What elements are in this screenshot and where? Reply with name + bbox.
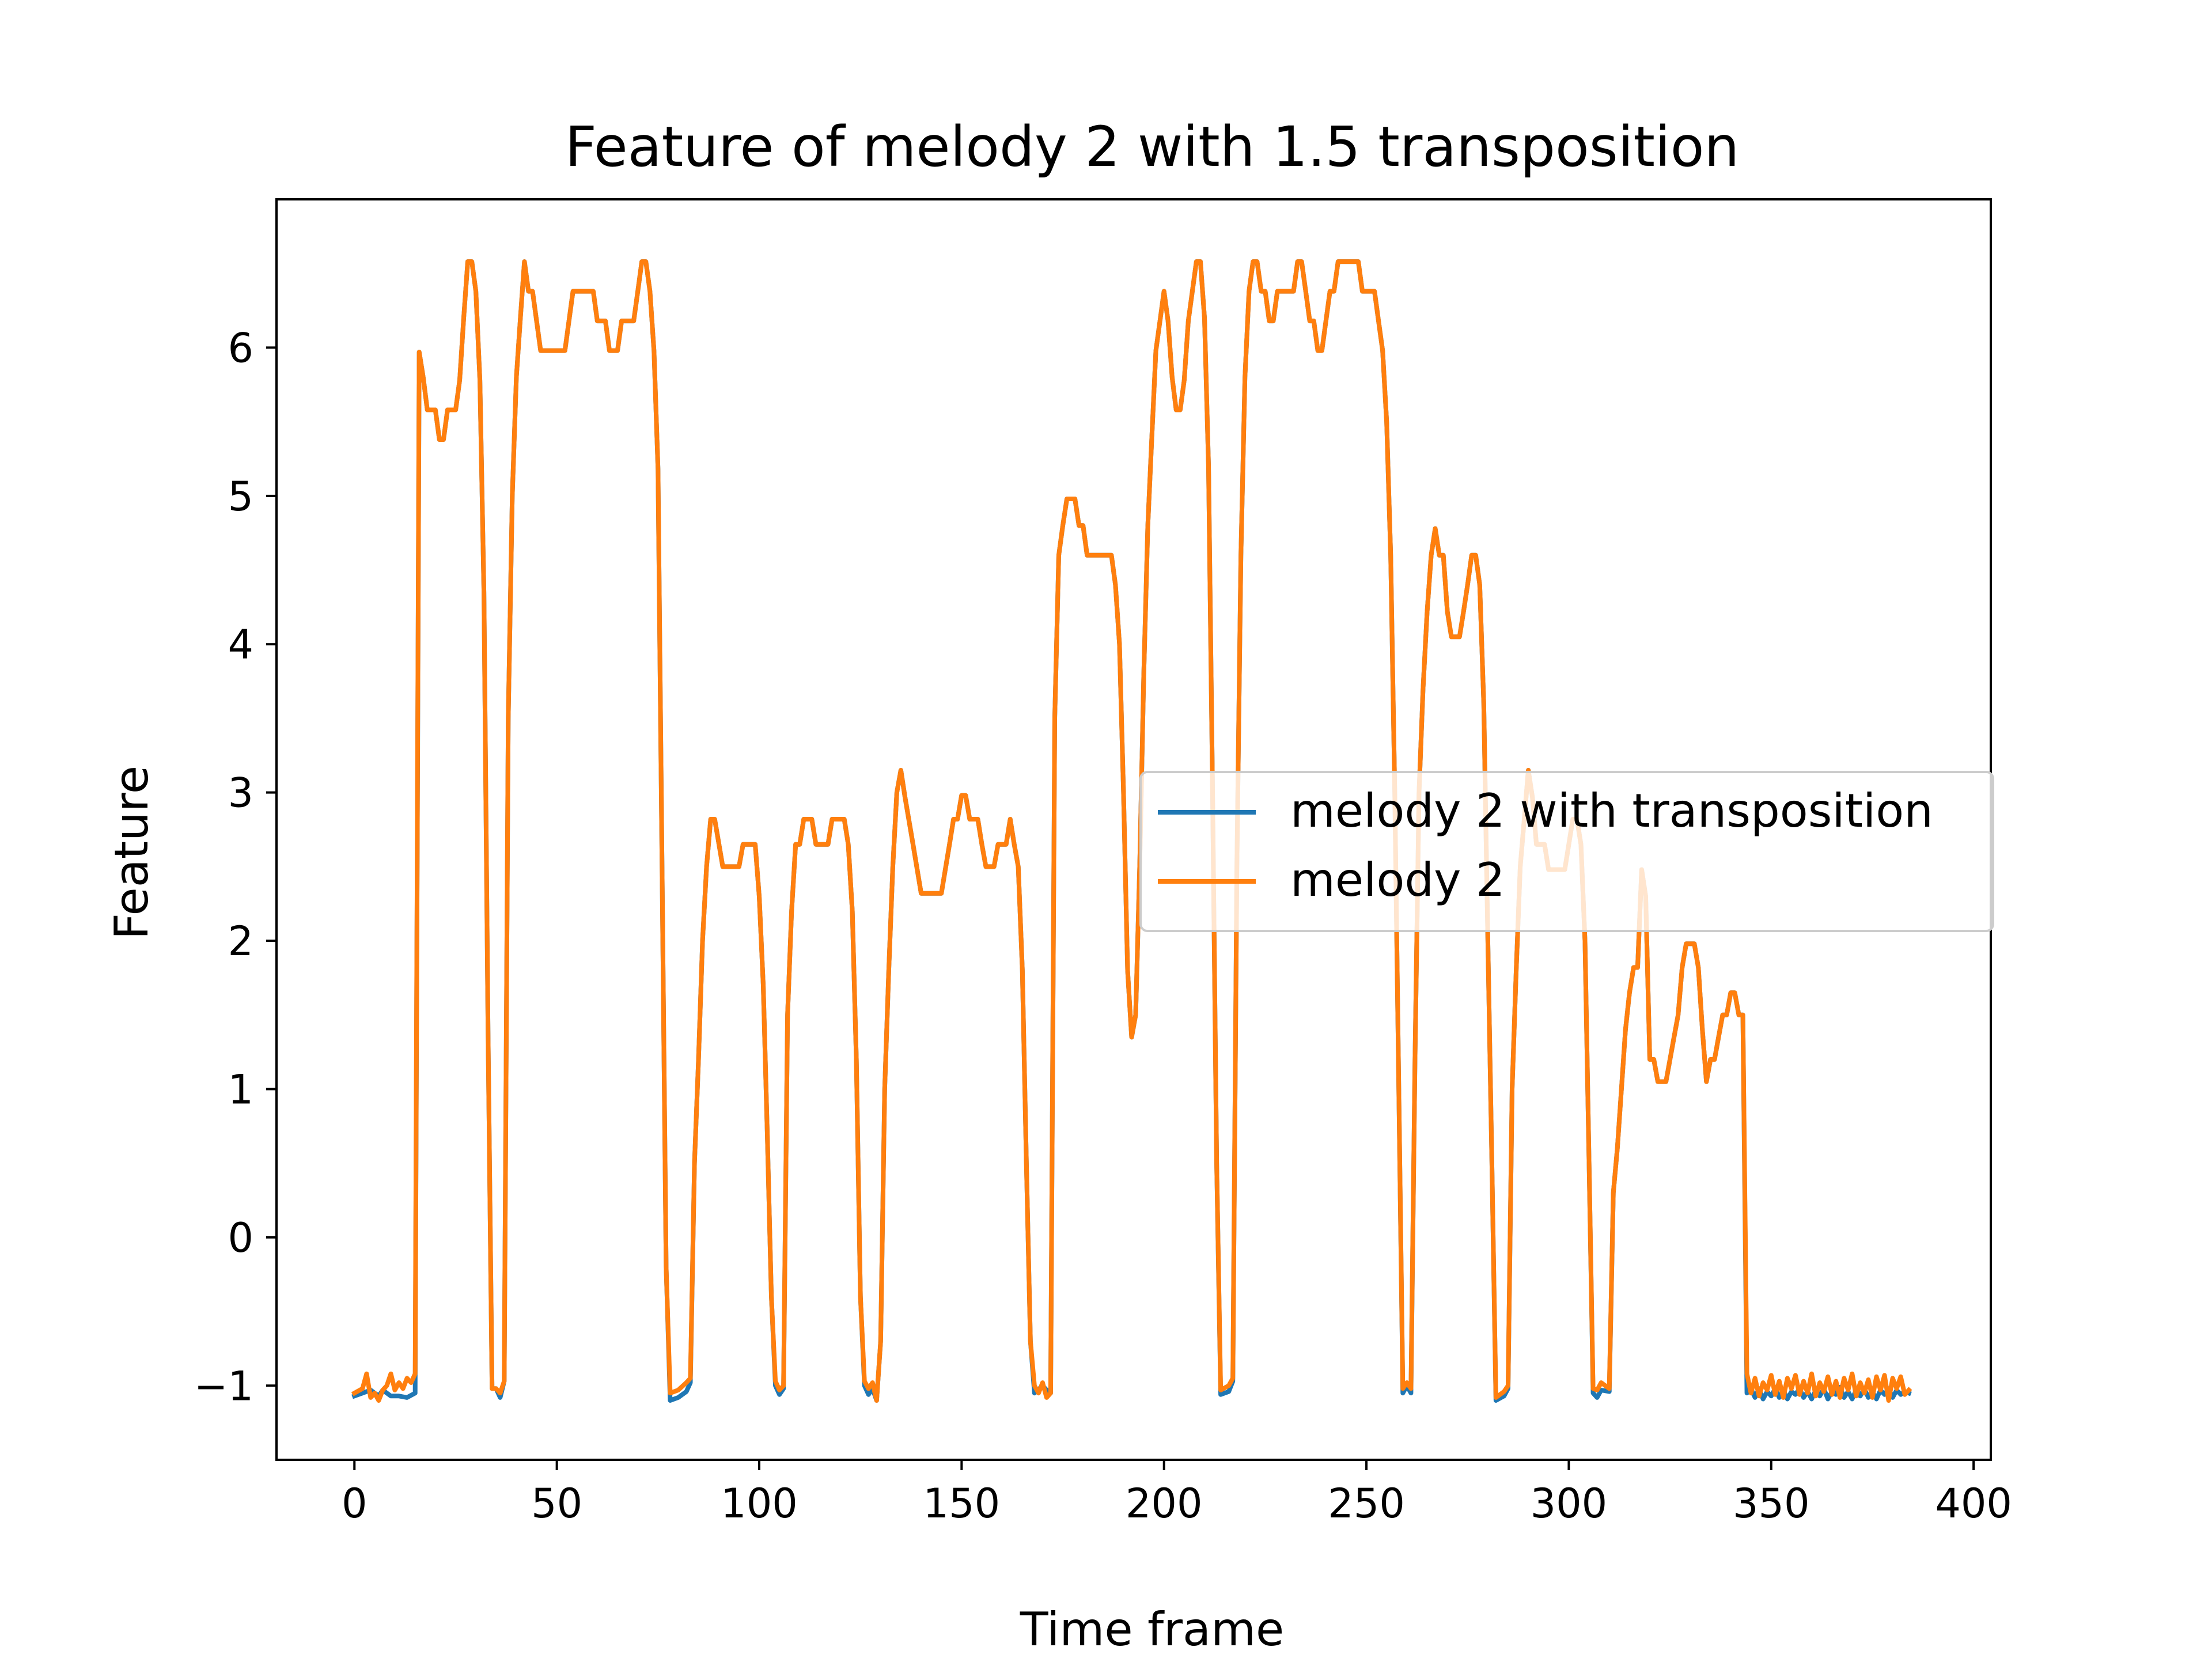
y-tick-label: −1 — [194, 1362, 253, 1410]
x-tick-label: 0 — [342, 1480, 368, 1527]
y-tick-label: 6 — [228, 324, 253, 372]
legend-box — [1139, 771, 1994, 932]
x-tick-label: 250 — [1328, 1480, 1405, 1527]
y-tick-label: 5 — [228, 473, 253, 520]
series-line-2 — [351, 259, 1912, 1403]
y-tick-label: 0 — [228, 1214, 253, 1262]
x-tick-label: 350 — [1733, 1480, 1810, 1527]
legend-label-2: melody 2 — [1290, 853, 1505, 907]
x-tick-label: 200 — [1126, 1480, 1203, 1527]
chart-title: Feature of melody 2 with 1.5 transpositi… — [565, 115, 1740, 179]
x-tick-label: 400 — [1935, 1480, 2012, 1527]
x-tick-label: 300 — [1531, 1480, 1608, 1527]
y-tick-label: 1 — [228, 1066, 253, 1113]
x-tick-label: 50 — [531, 1480, 582, 1527]
y-axis-label: Feature — [105, 766, 158, 940]
x-tick-label: 100 — [721, 1480, 798, 1527]
legend-label-1: melody 2 with transposition — [1290, 784, 1933, 838]
y-tick-label: 3 — [228, 770, 253, 817]
x-axis-label: Time frame — [1020, 1603, 1284, 1656]
legend: melody 2 with transposition melody 2 — [1139, 771, 1994, 932]
x-tick-label: 150 — [923, 1480, 1001, 1527]
y-tick-label: 2 — [228, 918, 253, 965]
y-tick-label: 4 — [228, 621, 253, 668]
